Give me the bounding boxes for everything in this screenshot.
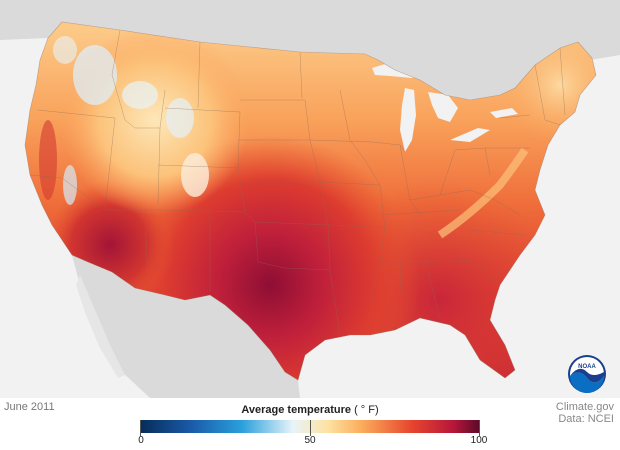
- lake-erie: [450, 128, 490, 142]
- lake-michigan: [400, 88, 416, 152]
- state-borders: [29, 29, 566, 336]
- legend-tick-label-50: 50: [304, 435, 316, 446]
- mexico-land: [72, 255, 300, 398]
- baja-peninsula: [76, 275, 125, 378]
- credit-data: Data: NCEI: [558, 413, 614, 425]
- legend-unit: ( ° F): [354, 404, 379, 416]
- noaa-logo-icon: NOAA: [568, 355, 606, 393]
- legend-tick-label-100: 100: [470, 435, 488, 446]
- date-label: June 2011: [4, 401, 55, 413]
- lake-ontario: [490, 108, 518, 118]
- noaa-logo-text: NOAA: [578, 364, 596, 370]
- credit-site: Climate.gov: [555, 401, 614, 413]
- lake-huron: [428, 92, 458, 122]
- legend-tick-mark-100: [479, 420, 480, 436]
- legend-tick-mark-50: [310, 420, 311, 436]
- legend-tick-label-0: 0: [138, 435, 144, 446]
- canada-land: [0, 0, 620, 100]
- legend-tick-mark-0: [140, 420, 141, 436]
- legend-title: Average temperature ( ° F): [140, 404, 480, 416]
- legend-title-text: Average temperature: [241, 404, 351, 416]
